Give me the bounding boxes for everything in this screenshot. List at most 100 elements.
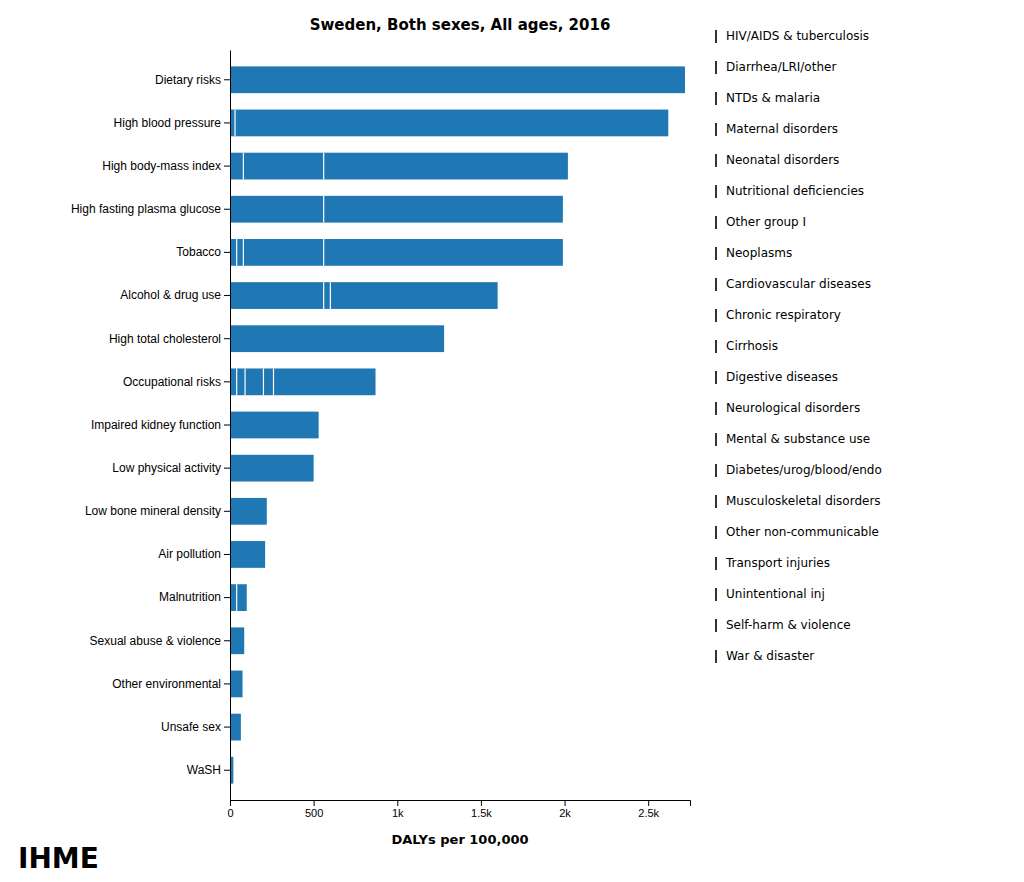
legend-marker xyxy=(715,92,717,105)
y-axis-line xyxy=(230,51,231,801)
bar xyxy=(230,368,376,395)
segment-divider xyxy=(234,110,235,137)
y-tick-label: Air pollution xyxy=(158,547,221,561)
y-tick-label: Impaired kidney function xyxy=(91,418,221,432)
segment-divider xyxy=(236,584,237,611)
legend-label: Maternal disorders xyxy=(726,122,838,136)
y-tick: High fasting plasma glucose xyxy=(71,202,230,216)
legend-label: Cardiovascular diseases xyxy=(726,277,871,291)
legend-label: HIV/AIDS & tuberculosis xyxy=(726,29,869,43)
segment-divider xyxy=(244,368,245,395)
y-tick: WaSH xyxy=(187,763,230,777)
annotation: IHME xyxy=(18,842,99,875)
segment-divider xyxy=(323,153,324,180)
legend-item: Cirrhosis xyxy=(716,339,778,353)
legend-marker xyxy=(715,216,717,229)
legend-item: Chronic respiratory xyxy=(716,308,841,322)
legend-marker xyxy=(715,464,717,477)
y-tick-label: Alcohol & drug use xyxy=(120,288,221,302)
bar xyxy=(230,110,668,137)
legend-item: NTDs & malaria xyxy=(716,91,820,105)
y-tick-mark xyxy=(224,425,230,426)
y-tick-mark xyxy=(224,597,230,598)
bar xyxy=(230,541,265,568)
legend-marker xyxy=(715,371,717,384)
y-tick-label: Other environmental xyxy=(112,677,221,691)
legend-label: Chronic respiratory xyxy=(726,308,841,322)
y-tick-mark xyxy=(224,122,230,123)
legend-label: Neoplasms xyxy=(726,246,792,260)
bar xyxy=(230,153,568,180)
y-tick: Occupational risks xyxy=(123,375,230,389)
segment-divider xyxy=(243,153,244,180)
legend-label: Diarrhea/LRI/other xyxy=(726,60,836,74)
bar xyxy=(230,627,244,654)
x-tick-mark xyxy=(314,800,315,806)
legend-marker xyxy=(715,619,717,632)
y-tick-label: Sexual abuse & violence xyxy=(90,634,222,648)
y-tick: High blood pressure xyxy=(114,116,230,130)
legend-label: Neurological disorders xyxy=(726,401,860,415)
segment-divider xyxy=(236,368,237,395)
segment-divider xyxy=(243,239,244,266)
x-tick: 1k xyxy=(392,800,404,819)
y-tick: Dietary risks xyxy=(155,73,230,87)
y-tick-mark xyxy=(224,79,230,80)
x-tick-mark xyxy=(230,800,231,806)
legend-marker xyxy=(715,154,717,167)
legend-marker xyxy=(715,402,717,415)
legend-marker xyxy=(715,557,717,570)
segment-divider xyxy=(323,282,324,309)
legend-marker xyxy=(715,30,717,43)
y-tick-mark xyxy=(224,381,230,382)
y-tick-mark xyxy=(224,468,230,469)
plot: 05001k1.5k2k2.5kDietary risksHigh blood … xyxy=(71,51,691,819)
y-axis: Dietary risks High blood pressure High bod… xyxy=(71,51,231,801)
y-tick-label: High body-mass index xyxy=(102,159,221,173)
bar xyxy=(230,282,498,309)
legend-item: Unintentional inj xyxy=(716,587,825,601)
segment-divider xyxy=(273,368,274,395)
y-tick-mark xyxy=(224,554,230,555)
x-tick-label: 2.5k xyxy=(638,807,659,819)
y-tick-mark xyxy=(224,338,230,339)
x-axis: 05001k1.5k2k2.5k xyxy=(227,800,690,819)
y-tick-mark xyxy=(224,252,230,253)
y-tick: Other environmental xyxy=(112,677,230,691)
y-tick-label: High total cholesterol xyxy=(109,332,221,346)
y-tick: Sexual abuse & violence xyxy=(90,634,230,648)
legend-item: Neonatal disorders xyxy=(716,153,839,167)
legend-marker xyxy=(715,123,717,136)
y-tick: Low physical activity xyxy=(112,461,230,475)
legend-marker xyxy=(715,650,717,663)
y-tick-label: Unsafe sex xyxy=(161,720,221,734)
x-tick-label: 1k xyxy=(392,807,404,819)
y-tick: Air pollution xyxy=(158,547,230,561)
y-tick: High body-mass index xyxy=(102,159,230,173)
y-tick-mark xyxy=(224,727,230,728)
x-tick-mark xyxy=(481,800,482,806)
legend-label: War & disaster xyxy=(726,649,814,663)
legend-item: Neoplasms xyxy=(716,246,792,260)
y-tick: Tobacco xyxy=(176,245,230,259)
legend-label: Unintentional inj xyxy=(726,587,825,601)
legend-label: Digestive diseases xyxy=(726,370,838,384)
x-tick: 1.5k xyxy=(471,800,492,819)
y-tick-label: Dietary risks xyxy=(155,73,221,87)
x-tick-label: 2k xyxy=(559,807,571,819)
legend-item: Nutritional deficiencies xyxy=(716,184,864,198)
y-tick-mark xyxy=(224,209,230,210)
y-tick: High total cholesterol xyxy=(109,332,230,346)
legend: HIV/AIDS & tuberculosis Diarrhea/LRI/othe… xyxy=(716,29,882,663)
legend-label: Musculoskeletal disorders xyxy=(726,494,881,508)
segment-divider xyxy=(330,282,331,309)
legend-item: Transport injuries xyxy=(716,556,830,570)
chart: 05001k1.5k2k2.5kDietary risksHigh blood … xyxy=(0,0,1024,882)
x-tick-mark xyxy=(565,800,566,806)
y-tick-label: Malnutrition xyxy=(159,590,221,604)
y-tick-mark xyxy=(224,166,230,167)
bar xyxy=(230,412,319,439)
y-tick-mark xyxy=(224,683,230,684)
legend-marker xyxy=(715,278,717,291)
x-tick: 0 xyxy=(227,800,233,819)
